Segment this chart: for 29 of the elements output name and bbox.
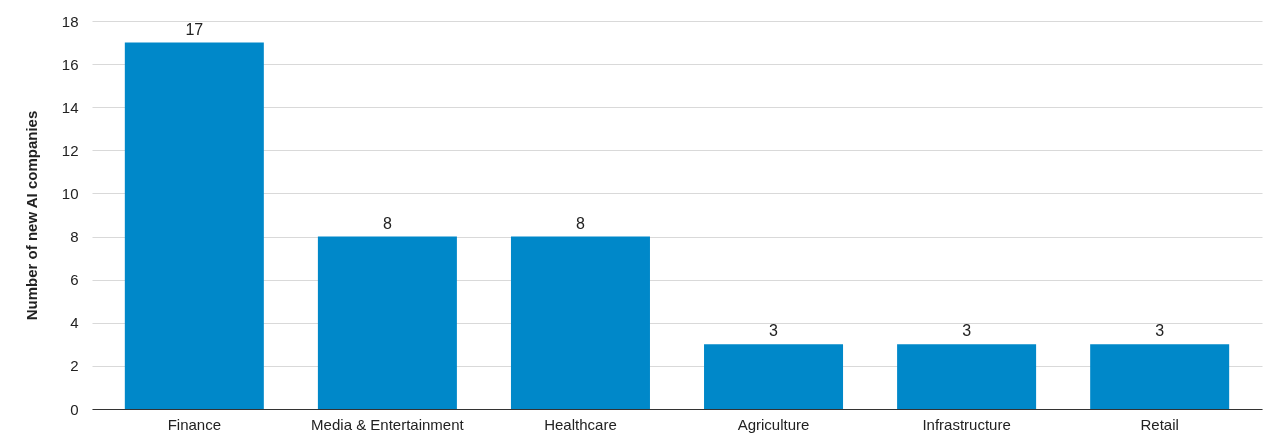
x-tick-label: Infrastructure (922, 415, 1011, 433)
y-tick-label: 2 (70, 357, 79, 375)
x-tick-label: Healthcare (544, 415, 617, 433)
bar (1090, 344, 1230, 409)
y-tick-label: 6 (70, 271, 79, 289)
x-tick-label: Retail (1140, 415, 1179, 433)
bar (124, 42, 264, 409)
bar (704, 344, 844, 409)
y-tick-label: 14 (61, 98, 79, 116)
x-tick-label: Agriculture (737, 415, 810, 433)
y-axis-title: Number of new AI companies (22, 110, 40, 321)
y-tick-label: 4 (70, 314, 79, 332)
bar (897, 344, 1037, 409)
data-label: 8 (576, 214, 586, 232)
data-label: 8 (382, 214, 392, 232)
y-tick-label: 10 (61, 184, 79, 202)
data-label: 3 (1155, 322, 1165, 340)
y-tick-label: 8 (70, 228, 79, 246)
y-tick-label: 16 (61, 55, 79, 73)
x-tick-label: Finance (167, 415, 222, 433)
y-tick-label: 18 (61, 12, 79, 30)
x-tick-label: Media & Entertainment (311, 415, 465, 433)
data-label: 3 (769, 322, 779, 340)
y-tick-label: 0 (70, 400, 79, 418)
bar (317, 236, 457, 409)
data-label: 17 (185, 20, 204, 38)
y-tick-label: 12 (61, 141, 79, 159)
data-label: 3 (962, 322, 972, 340)
bar (510, 236, 650, 409)
